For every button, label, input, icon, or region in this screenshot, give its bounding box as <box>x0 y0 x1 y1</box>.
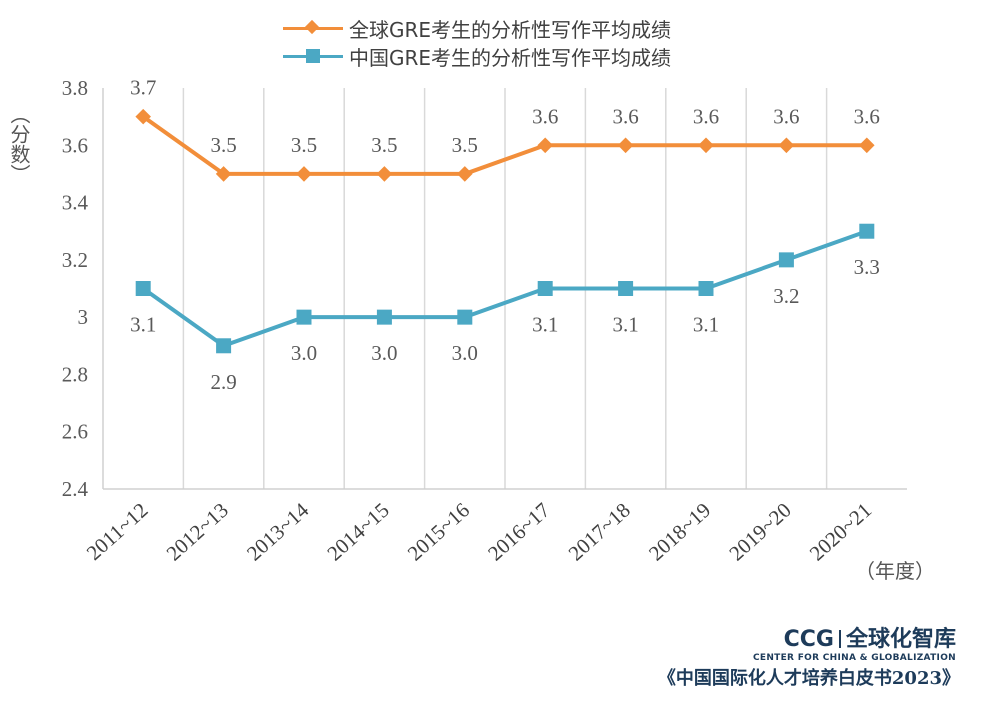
point-marker <box>698 137 714 154</box>
y-tick-label: 3.6 <box>62 133 88 157</box>
point-marker <box>778 252 794 268</box>
legend-swatch-china <box>283 45 343 67</box>
legend-swatch-global <box>283 17 343 39</box>
point-marker <box>859 223 875 239</box>
data-label: 3.2 <box>773 284 799 308</box>
point-marker <box>537 137 553 154</box>
x-tick-label: 2011~12 <box>82 498 153 565</box>
point-marker <box>618 281 634 296</box>
data-label: 3.6 <box>532 104 558 128</box>
x-tick-label: 2018~19 <box>644 498 715 566</box>
data-label: 3.0 <box>452 341 478 365</box>
data-labels: 3.7 3.5 3.5 3.5 3.5 3.6 3.6 3.6 3.6 3.6 3.1 2.9 3.0 3… <box>130 76 880 394</box>
data-label: 3.1 <box>612 313 638 337</box>
point-marker <box>376 309 392 325</box>
logo-cn-text: 全球化智库 <box>845 627 956 652</box>
x-tick-label: 2014~15 <box>322 498 393 566</box>
data-label: 3.0 <box>371 341 397 365</box>
point-marker <box>457 166 473 182</box>
data-label: 3.1 <box>532 313 558 337</box>
y-tick-labels: 2.4 2.6 2.8 3 3.2 3.4 3.6 3.8 <box>62 76 89 501</box>
data-label: 3.5 <box>291 133 317 157</box>
legend-item-global: 全球GRE考生的分析性写作平均成绩 <box>283 14 671 42</box>
y-tick-label: 3.2 <box>62 248 88 272</box>
data-label: 3.5 <box>452 133 478 157</box>
data-label: 3.7 <box>130 76 156 100</box>
logo-separator <box>838 630 841 648</box>
y-tick-label: 3.8 <box>62 76 88 100</box>
legend-label-china: 中国GRE考生的分析性写作平均成绩 <box>349 45 672 70</box>
data-label: 3.1 <box>693 313 719 337</box>
point-marker <box>778 137 795 154</box>
x-tick-labels: 2011~12 2012~13 2013~14 2014~15 2015~16 2016~… <box>82 498 876 566</box>
series-line-1 <box>142 115 867 176</box>
y-tick-label: 2.6 <box>62 420 88 444</box>
data-label: 3.6 <box>693 104 719 128</box>
point-marker <box>698 281 714 296</box>
series-line-2 <box>142 229 868 348</box>
point-marker <box>617 137 634 154</box>
data-label: 2.9 <box>210 370 236 394</box>
x-tick-label: 2016~17 <box>483 498 554 566</box>
logo-subtitle: CENTER FOR CHINA & GLOBALIZATION <box>752 653 956 663</box>
logo-ccg-text: CCG <box>783 627 834 652</box>
y-axis-label: （分数） <box>7 104 31 184</box>
book-title: 《中国国际化人才培养白皮书2023》 <box>657 668 960 689</box>
y-tick-label: 2.8 <box>62 362 88 386</box>
y-tick-label: 3.4 <box>62 191 89 215</box>
data-label: 3.6 <box>773 104 799 128</box>
point-marker <box>135 281 151 296</box>
point-marker <box>135 108 151 125</box>
x-tick-label: 2012~13 <box>162 498 233 566</box>
x-axis-unit-label: （年度） <box>855 559 935 583</box>
point-marker <box>296 309 312 325</box>
point-marker <box>537 281 553 296</box>
legend-item-china: 中国GRE考生的分析性写作平均成绩 <box>283 42 671 70</box>
point-marker <box>376 166 393 182</box>
x-tick-label: 2019~20 <box>724 498 795 566</box>
y-tick-label: 2.4 <box>62 477 89 501</box>
data-label: 3.1 <box>130 313 156 337</box>
data-label: 3.5 <box>371 133 397 157</box>
y-tick-label: 3 <box>78 305 89 329</box>
point-marker <box>296 166 312 182</box>
series-lines <box>135 108 875 354</box>
data-label: 3.3 <box>854 255 880 279</box>
legend: 全球GRE考生的分析性写作平均成绩 中国GRE考生的分析性写作平均成绩 <box>283 14 671 70</box>
data-label: 3.0 <box>291 341 317 365</box>
x-tick-label: 2015~16 <box>403 498 474 566</box>
point-marker <box>457 309 473 325</box>
data-label: 3.6 <box>854 104 880 128</box>
point-marker <box>216 338 232 354</box>
legend-label-global: 全球GRE考生的分析性写作平均成绩 <box>349 17 672 42</box>
point-marker <box>859 137 875 154</box>
x-tick-label: 2017~18 <box>564 498 635 566</box>
x-tick-label: 2013~14 <box>242 498 314 566</box>
gridlines <box>182 88 828 489</box>
axes <box>102 88 907 490</box>
ccg-logo: CCG 全球化智库 CENTER FOR CHINA & GLOBALIZATIO… <box>753 621 956 663</box>
data-label: 3.5 <box>210 133 236 157</box>
data-label: 3.6 <box>612 104 638 128</box>
point-marker <box>215 166 232 182</box>
